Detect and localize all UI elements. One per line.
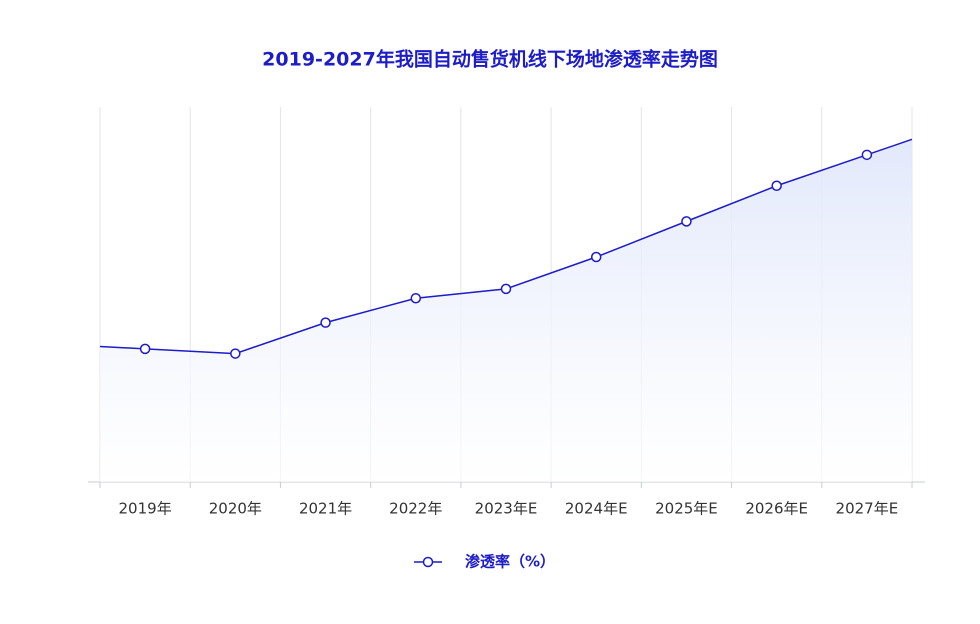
x-tick-label: 2021年 <box>299 500 352 518</box>
x-tick-label: 2025年E <box>655 500 718 518</box>
point <box>861 149 873 161</box>
point <box>320 317 331 328</box>
x-tick-label: 2027年E <box>836 500 899 518</box>
point <box>139 343 151 355</box>
x-tick-label: 2019年 <box>119 500 172 518</box>
x-tick-label: 2022年 <box>389 500 442 518</box>
chart-title: 2019-2027年我国自动售货机线下场地渗透率走势图 <box>262 48 718 71</box>
point <box>681 216 692 227</box>
x-tick-label: 2023年E <box>475 500 538 518</box>
point <box>590 251 602 263</box>
point <box>230 348 241 359</box>
point <box>500 283 512 295</box>
area <box>100 139 912 482</box>
point <box>410 293 422 304</box>
x-tick-label: 2024年E <box>565 500 628 518</box>
point <box>771 180 782 191</box>
x-tick-label: 2026年E <box>745 500 808 518</box>
legend-label: 渗透率（%） <box>465 553 555 571</box>
legend-marker <box>422 556 434 568</box>
x-tick-label: 2020年 <box>209 500 262 518</box>
line-extension <box>99 138 913 350</box>
